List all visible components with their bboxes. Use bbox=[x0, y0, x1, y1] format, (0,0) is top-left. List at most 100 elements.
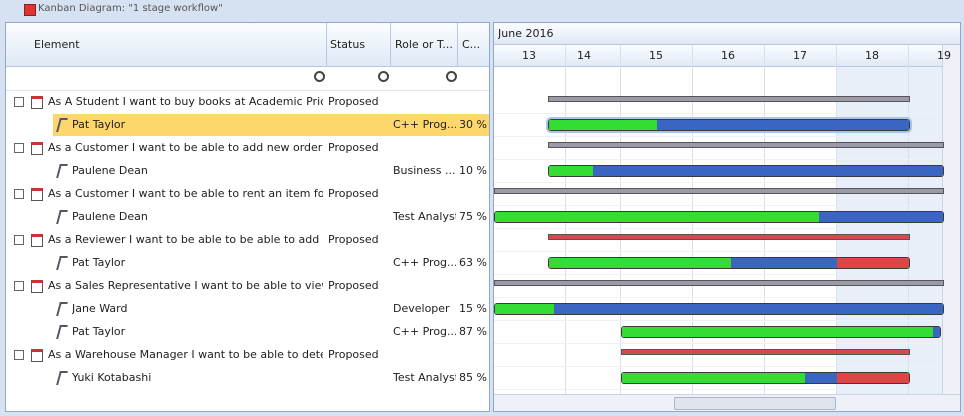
bar-segment bbox=[805, 373, 837, 383]
bar-segment bbox=[657, 120, 909, 130]
task-bar bbox=[548, 165, 944, 177]
resource-icon bbox=[56, 256, 68, 270]
column-separator bbox=[457, 23, 458, 66]
role: Test Analyst bbox=[393, 210, 456, 223]
row-line bbox=[494, 228, 942, 229]
task-bar bbox=[494, 211, 944, 223]
bar-segment bbox=[622, 327, 933, 337]
vertical-scrollbar[interactable] bbox=[942, 45, 960, 395]
percent-complete: 10 % bbox=[459, 164, 487, 177]
task-bar bbox=[621, 326, 941, 338]
collapse-toggle[interactable] bbox=[14, 97, 24, 107]
day-label: 13 bbox=[522, 49, 536, 62]
status: Proposed bbox=[328, 348, 379, 361]
bar-segment bbox=[819, 212, 943, 222]
collapse-toggle[interactable] bbox=[14, 235, 24, 245]
filter-icon[interactable] bbox=[446, 71, 457, 82]
role: Test Analyst bbox=[393, 371, 456, 384]
resource-icon bbox=[56, 371, 68, 385]
column-header[interactable]: Role or T... bbox=[395, 38, 453, 51]
bar-segment bbox=[495, 304, 554, 314]
resource-name[interactable]: Pat Taylor bbox=[72, 325, 126, 338]
item-icon bbox=[31, 96, 43, 109]
weekend-shade bbox=[837, 67, 943, 394]
summary-bar bbox=[548, 234, 910, 240]
resource-name[interactable]: Jane Ward bbox=[72, 302, 128, 315]
row-line bbox=[494, 205, 942, 206]
row-line bbox=[494, 297, 942, 298]
column-header[interactable]: C... bbox=[462, 38, 481, 51]
item-icon bbox=[31, 234, 43, 247]
resource-name[interactable]: Paulene Dean bbox=[72, 164, 148, 177]
summary-bar bbox=[494, 188, 944, 194]
element-name: As a Reviewer I want to be able to be ab… bbox=[48, 233, 323, 246]
status: Proposed bbox=[328, 233, 379, 246]
filter-icon[interactable] bbox=[314, 71, 325, 82]
element-name: As a Warehouse Manager I want to be able… bbox=[48, 348, 323, 361]
row-line bbox=[494, 136, 942, 137]
resource-name[interactable]: Yuki Kotabashi bbox=[72, 371, 152, 384]
day-header bbox=[494, 45, 960, 67]
collapse-toggle[interactable] bbox=[14, 189, 24, 199]
column-header[interactable]: Status bbox=[330, 38, 366, 51]
collapse-toggle[interactable] bbox=[14, 350, 24, 360]
selected-row bbox=[53, 114, 489, 136]
row-line bbox=[494, 251, 942, 252]
item-icon bbox=[31, 188, 43, 201]
month-header bbox=[494, 23, 960, 45]
item-icon bbox=[31, 280, 43, 293]
bar-segment bbox=[837, 258, 909, 268]
gantt: June 2016 13 14 15 16 17 18 19 bbox=[493, 22, 961, 412]
bar-segment bbox=[549, 166, 593, 176]
row-line bbox=[494, 320, 942, 321]
filter-row bbox=[6, 67, 489, 91]
bar-segment bbox=[933, 327, 940, 337]
bar-segment bbox=[593, 166, 943, 176]
resource-icon bbox=[56, 302, 68, 316]
task-bar bbox=[621, 372, 910, 384]
day-label: 15 bbox=[649, 49, 663, 62]
resource-name[interactable]: Pat Taylor bbox=[72, 256, 126, 269]
role: C++ Prog... bbox=[393, 325, 456, 338]
status: Proposed bbox=[328, 187, 379, 200]
element-list: Element Status Role or T... C... As A Studen… bbox=[5, 22, 490, 412]
bar-segment bbox=[837, 373, 909, 383]
bar-segment bbox=[495, 212, 819, 222]
bar-segment bbox=[549, 258, 731, 268]
resource-name[interactable]: Pat Taylor bbox=[72, 118, 126, 131]
scroll-thumb[interactable] bbox=[674, 397, 836, 410]
role: C++ Prog... bbox=[393, 256, 456, 269]
row-line bbox=[494, 159, 942, 160]
column-header[interactable]: Element bbox=[34, 38, 80, 51]
percent-complete: 15 % bbox=[459, 302, 487, 315]
status: Proposed bbox=[328, 95, 379, 108]
day-label: 16 bbox=[721, 49, 735, 62]
row-line bbox=[494, 182, 942, 183]
day-label: 18 bbox=[865, 49, 879, 62]
percent-complete: 63 % bbox=[459, 256, 487, 269]
month-label: June 2016 bbox=[498, 27, 554, 40]
task-bar bbox=[548, 257, 910, 269]
percent-complete: 30 % bbox=[459, 118, 487, 131]
row-line bbox=[494, 274, 942, 275]
task-bar bbox=[494, 303, 944, 315]
resource-name[interactable]: Paulene Dean bbox=[72, 210, 148, 223]
summary-bar bbox=[494, 280, 944, 286]
collapse-toggle[interactable] bbox=[14, 143, 24, 153]
window-icon bbox=[24, 4, 36, 16]
row-line bbox=[494, 113, 942, 114]
percent-complete: 87 % bbox=[459, 325, 487, 338]
bar-segment bbox=[731, 258, 837, 268]
resource-icon bbox=[56, 325, 68, 339]
percent-complete: 75 % bbox=[459, 210, 487, 223]
collapse-toggle[interactable] bbox=[14, 281, 24, 291]
filter-icon[interactable] bbox=[378, 71, 389, 82]
element-name: As a Customer I want to be able to add n… bbox=[48, 141, 323, 154]
task-bar bbox=[546, 117, 912, 133]
bar-segment bbox=[622, 373, 805, 383]
item-icon bbox=[31, 142, 43, 155]
resource-icon bbox=[56, 210, 68, 224]
column-separator bbox=[326, 23, 327, 66]
bar-segment bbox=[549, 120, 657, 130]
